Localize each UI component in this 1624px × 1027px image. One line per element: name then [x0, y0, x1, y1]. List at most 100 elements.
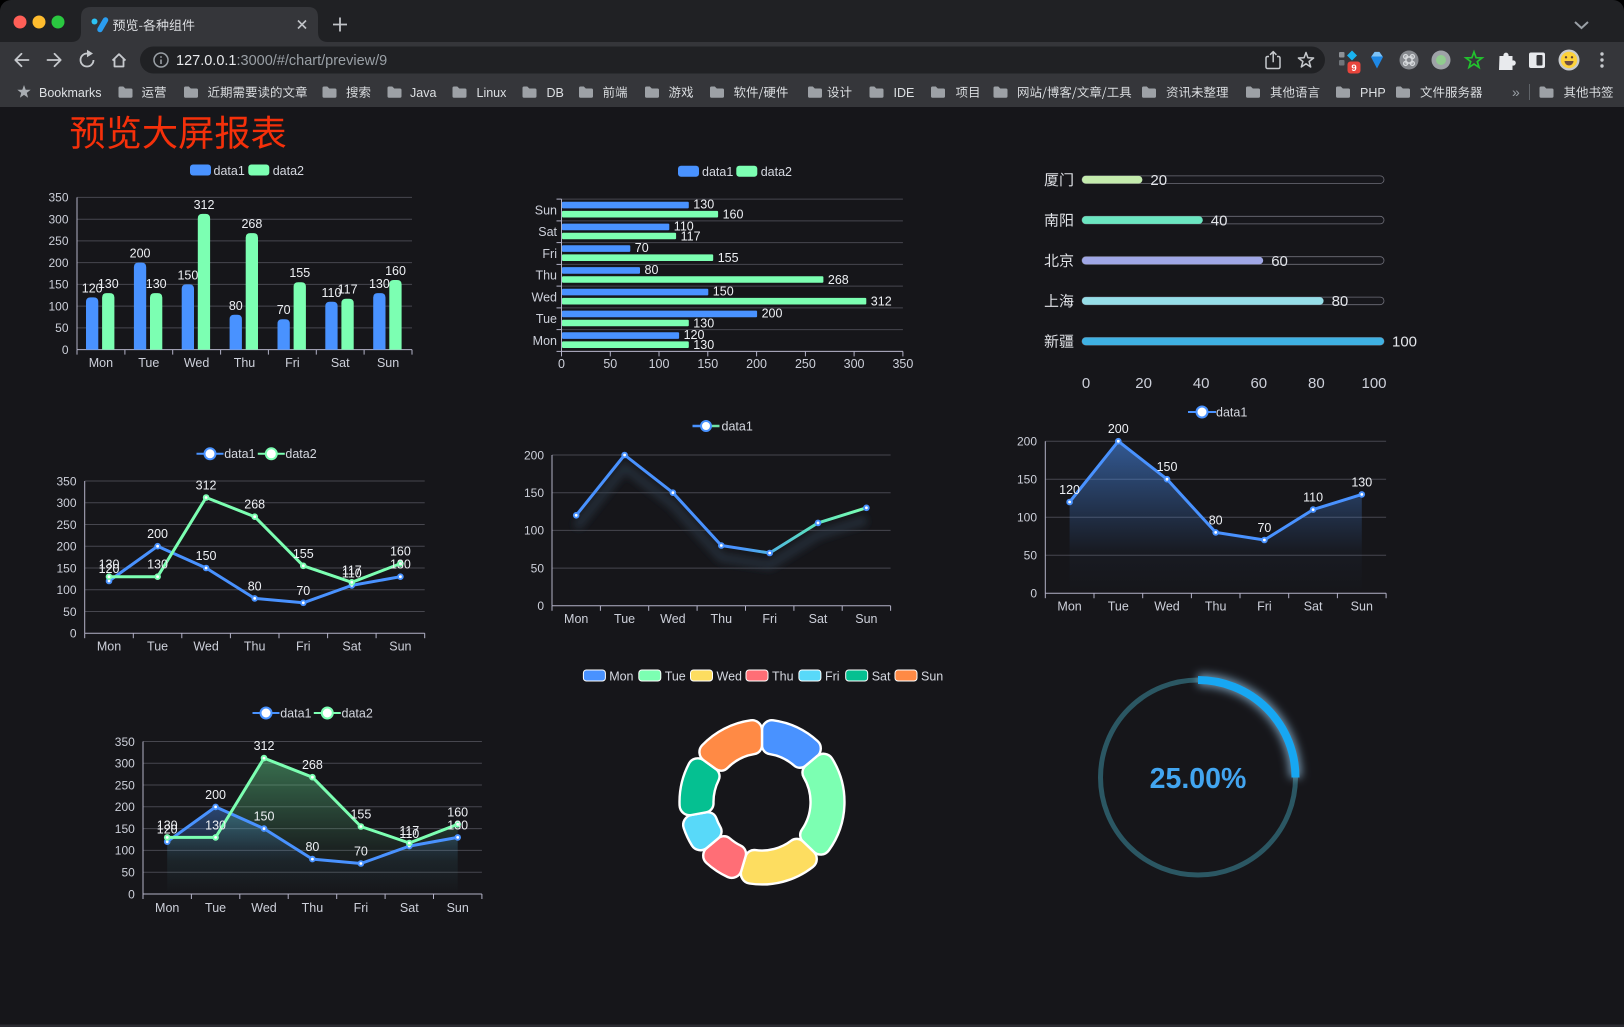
svg-text:160: 160: [447, 805, 468, 819]
svg-text:200: 200: [147, 527, 168, 541]
svg-text:100: 100: [56, 583, 76, 597]
svg-text:Fri: Fri: [762, 612, 777, 626]
svg-text:Wed: Wed: [193, 640, 219, 654]
svg-text:IDE: IDE: [894, 86, 915, 100]
svg-text:200: 200: [762, 306, 783, 320]
svg-text:data1: data1: [224, 447, 255, 461]
svg-text:100: 100: [1392, 334, 1417, 351]
svg-text:data1: data1: [702, 165, 733, 179]
svg-text:268: 268: [244, 498, 265, 512]
svg-text:Tue: Tue: [665, 669, 686, 683]
svg-text:DB: DB: [547, 86, 564, 100]
svg-text:130: 130: [693, 316, 714, 330]
svg-text:Thu: Thu: [535, 269, 557, 283]
svg-text:155: 155: [293, 547, 314, 561]
svg-text:80: 80: [1209, 513, 1223, 527]
svg-text:Tue: Tue: [536, 312, 557, 326]
svg-text:0: 0: [62, 343, 69, 357]
svg-text:80: 80: [1332, 293, 1349, 310]
svg-text:Thu: Thu: [1205, 600, 1227, 614]
svg-text:Mon: Mon: [1057, 600, 1081, 614]
svg-text:150: 150: [56, 561, 76, 575]
svg-text:Fri: Fri: [285, 356, 300, 370]
svg-text:Sat: Sat: [809, 612, 828, 626]
svg-text:0: 0: [128, 887, 135, 901]
svg-text:150: 150: [1157, 460, 1178, 474]
svg-text:110: 110: [674, 219, 694, 233]
svg-text:120: 120: [99, 562, 120, 576]
svg-text:200: 200: [746, 357, 767, 371]
svg-text:0: 0: [70, 627, 77, 641]
svg-text:130: 130: [693, 338, 714, 352]
svg-text:100: 100: [1017, 511, 1037, 525]
svg-text:data2: data2: [342, 706, 373, 720]
svg-text:60: 60: [1250, 375, 1267, 392]
svg-text:160: 160: [390, 545, 411, 559]
svg-text:80: 80: [1308, 375, 1325, 392]
svg-text:100: 100: [649, 357, 670, 371]
svg-text:350: 350: [56, 474, 76, 488]
svg-text:Fri: Fri: [1257, 600, 1272, 614]
svg-text:130: 130: [157, 818, 178, 832]
svg-text:130: 130: [99, 558, 120, 572]
svg-text:25.00%: 25.00%: [1150, 763, 1247, 795]
svg-text:250: 250: [56, 518, 76, 532]
svg-text:50: 50: [531, 561, 545, 575]
svg-text:130: 130: [369, 277, 390, 291]
svg-text:Thu: Thu: [244, 640, 266, 654]
svg-text:350: 350: [48, 191, 68, 205]
svg-text:250: 250: [48, 234, 68, 248]
svg-text:200: 200: [115, 800, 135, 814]
svg-text:Fri: Fri: [354, 901, 369, 915]
svg-text:117: 117: [681, 229, 701, 243]
svg-text:300: 300: [48, 213, 68, 227]
svg-text:Tue: Tue: [205, 901, 226, 915]
svg-text:100: 100: [48, 299, 68, 313]
svg-text:312: 312: [194, 198, 215, 212]
svg-text:130: 130: [1351, 475, 1372, 489]
svg-text:200: 200: [48, 256, 68, 270]
svg-text:»: »: [1512, 84, 1520, 100]
svg-text:100: 100: [115, 844, 135, 858]
svg-text:312: 312: [196, 479, 217, 493]
svg-text:312: 312: [254, 739, 275, 753]
svg-text:250: 250: [795, 357, 816, 371]
svg-text:250: 250: [115, 778, 135, 792]
svg-text:130: 130: [147, 558, 168, 572]
svg-text:PHP: PHP: [1360, 86, 1386, 100]
svg-text:130: 130: [447, 818, 468, 832]
svg-text:130: 130: [693, 198, 714, 212]
svg-text:Mon: Mon: [609, 669, 633, 683]
svg-text:268: 268: [828, 273, 849, 287]
svg-text:Wed: Wed: [532, 290, 558, 304]
svg-text:data2: data2: [285, 447, 316, 461]
svg-text:200: 200: [130, 247, 151, 261]
svg-text:150: 150: [697, 357, 718, 371]
svg-text:150: 150: [254, 810, 275, 824]
svg-text:150: 150: [524, 486, 544, 500]
svg-text:50: 50: [1024, 549, 1038, 563]
svg-text:Wed: Wed: [717, 669, 743, 683]
svg-text:Sun: Sun: [1351, 600, 1373, 614]
svg-text:150: 150: [177, 268, 198, 282]
svg-text:Wed: Wed: [1154, 600, 1180, 614]
svg-text:Sat: Sat: [872, 669, 891, 683]
svg-text:20: 20: [1135, 375, 1152, 392]
svg-text:80: 80: [645, 263, 659, 277]
svg-text:350: 350: [115, 735, 135, 749]
svg-text:70: 70: [296, 584, 310, 598]
svg-text:60: 60: [1271, 253, 1288, 270]
svg-text:120: 120: [157, 823, 178, 837]
svg-text:0: 0: [1082, 375, 1090, 392]
svg-text:Sun: Sun: [535, 203, 557, 217]
svg-text:data1: data1: [280, 706, 311, 720]
svg-text:110: 110: [342, 566, 362, 580]
svg-text:Sat: Sat: [1304, 600, 1323, 614]
svg-text:268: 268: [302, 758, 323, 772]
svg-text:300: 300: [56, 496, 76, 510]
svg-text:data1: data1: [1216, 405, 1247, 419]
svg-text:110: 110: [322, 286, 342, 300]
svg-text:70: 70: [354, 845, 368, 859]
svg-text:200: 200: [524, 448, 544, 462]
svg-text:300: 300: [844, 357, 865, 371]
